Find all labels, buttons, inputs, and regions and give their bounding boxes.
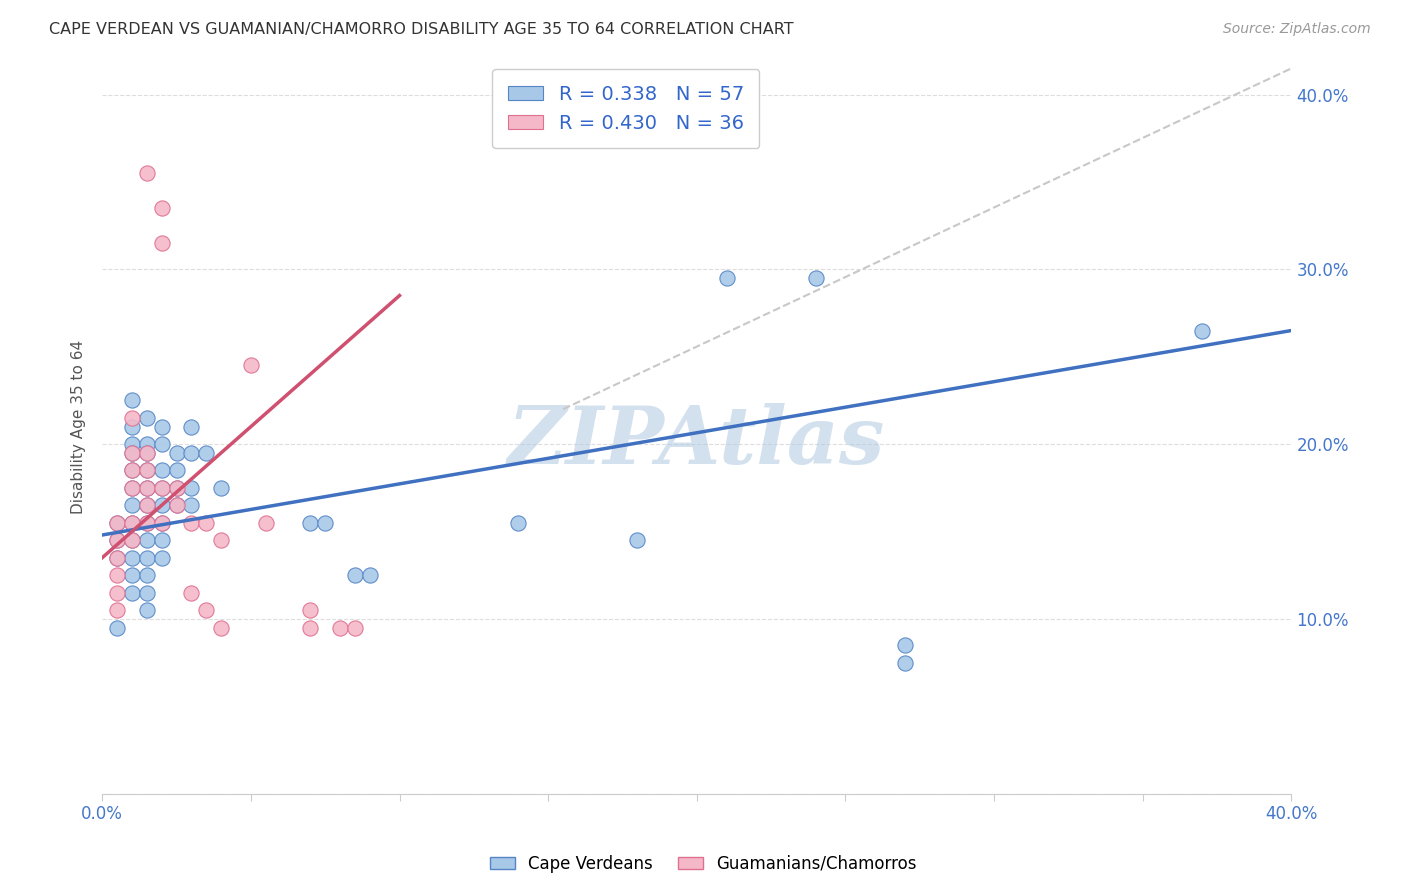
Point [135, 166, 157, 180]
Point [121, 516, 143, 530]
Point [359, 568, 381, 582]
Point [150, 419, 173, 434]
Point [135, 463, 157, 477]
Point [135, 568, 157, 582]
Point [150, 463, 173, 477]
Point [121, 393, 143, 408]
Point [150, 236, 173, 251]
Point [195, 603, 218, 617]
Point [1191, 324, 1213, 338]
Point [121, 463, 143, 477]
Point [150, 550, 173, 565]
Y-axis label: Disability Age 35 to 64: Disability Age 35 to 64 [72, 340, 86, 514]
Point [166, 463, 188, 477]
Point [121, 481, 143, 495]
Point [135, 446, 157, 460]
Point [121, 437, 143, 451]
Point [209, 533, 232, 548]
Text: CAPE VERDEAN VS GUAMANIAN/CHAMORRO DISABILITY AGE 35 TO 64 CORRELATION CHART: CAPE VERDEAN VS GUAMANIAN/CHAMORRO DISAB… [49, 22, 794, 37]
Point [299, 603, 322, 617]
Point [343, 568, 366, 582]
Point [105, 621, 128, 635]
Point [299, 516, 322, 530]
Point [195, 516, 218, 530]
Point [180, 481, 202, 495]
Point [804, 271, 827, 285]
Point [135, 603, 157, 617]
Point [166, 446, 188, 460]
Point [239, 359, 262, 373]
Point [121, 568, 143, 582]
Point [135, 481, 157, 495]
Point [195, 446, 218, 460]
Point [121, 550, 143, 565]
Point [121, 410, 143, 425]
Point [135, 498, 157, 512]
Point [135, 550, 157, 565]
Point [314, 516, 336, 530]
Point [180, 516, 202, 530]
Point [135, 498, 157, 512]
Point [150, 201, 173, 215]
Point [166, 498, 188, 512]
Point [135, 516, 157, 530]
Point [121, 585, 143, 599]
Point [894, 638, 917, 652]
Point [121, 498, 143, 512]
Point [150, 533, 173, 548]
Point [105, 533, 128, 548]
Point [135, 585, 157, 599]
Point [150, 498, 173, 512]
Point [105, 516, 128, 530]
Point [508, 516, 530, 530]
Point [105, 550, 128, 565]
Point [135, 463, 157, 477]
Point [121, 463, 143, 477]
Point [105, 516, 128, 530]
Point [150, 481, 173, 495]
Point [626, 533, 648, 548]
Point [150, 437, 173, 451]
Point [180, 498, 202, 512]
Point [105, 585, 128, 599]
Point [135, 533, 157, 548]
Point [121, 516, 143, 530]
Point [180, 419, 202, 434]
Point [299, 621, 322, 635]
Point [254, 516, 277, 530]
Point [121, 446, 143, 460]
Point [209, 621, 232, 635]
Point [150, 481, 173, 495]
Point [166, 481, 188, 495]
Point [121, 446, 143, 460]
Point [105, 603, 128, 617]
Text: ZIPAtlas: ZIPAtlas [508, 402, 886, 480]
Point [105, 550, 128, 565]
Point [894, 656, 917, 670]
Point [166, 498, 188, 512]
Point [209, 481, 232, 495]
Point [343, 621, 366, 635]
Text: Source: ZipAtlas.com: Source: ZipAtlas.com [1223, 22, 1371, 37]
Point [105, 533, 128, 548]
Point [180, 585, 202, 599]
Point [150, 516, 173, 530]
Point [166, 481, 188, 495]
Point [121, 419, 143, 434]
Point [180, 446, 202, 460]
Point [121, 533, 143, 548]
Legend: Cape Verdeans, Guamanians/Chamorros: Cape Verdeans, Guamanians/Chamorros [482, 848, 924, 880]
Point [121, 481, 143, 495]
Point [135, 446, 157, 460]
Point [135, 481, 157, 495]
Point [716, 271, 738, 285]
Point [135, 410, 157, 425]
Point [121, 533, 143, 548]
Legend: R = 0.338   N = 57, R = 0.430   N = 36: R = 0.338 N = 57, R = 0.430 N = 36 [492, 70, 759, 148]
Point [135, 437, 157, 451]
Point [135, 516, 157, 530]
Point [105, 568, 128, 582]
Point [150, 516, 173, 530]
Point [329, 621, 352, 635]
